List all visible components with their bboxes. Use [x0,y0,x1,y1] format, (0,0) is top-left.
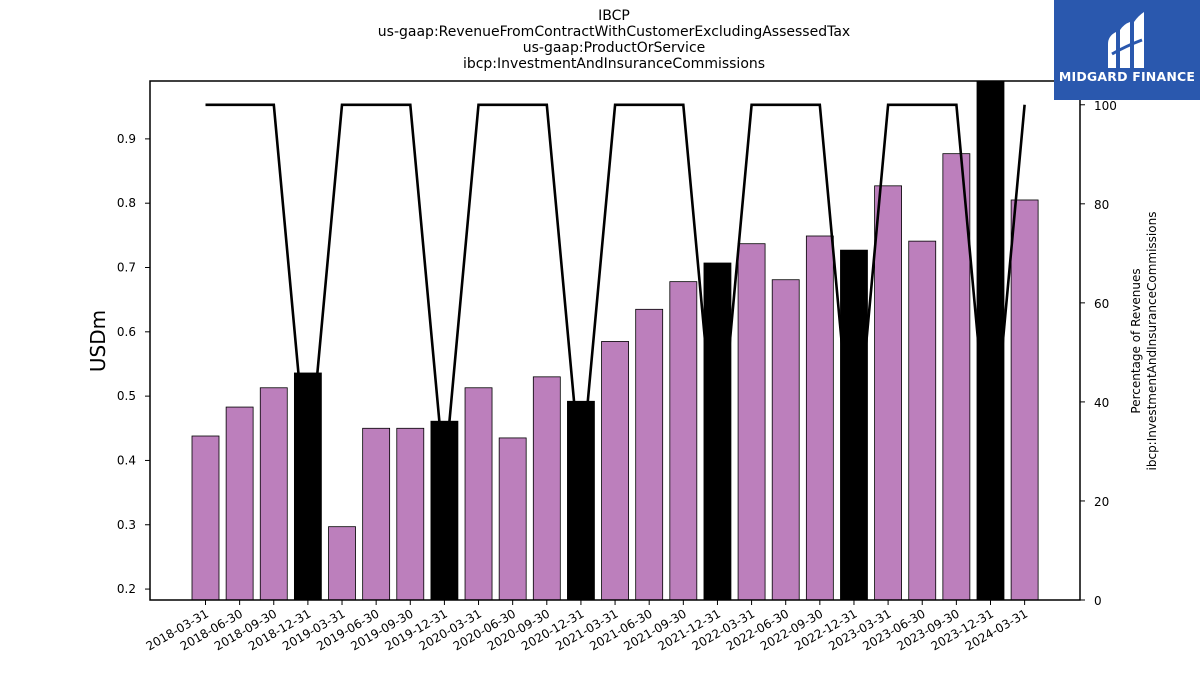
y2-tick-label: 40 [1094,396,1109,410]
bar-2020-12-31 [567,400,595,601]
y-tick-label: 0.2 [117,582,136,596]
percentage-line-series [205,103,1026,477]
bar-2023-03-31 [874,185,902,601]
y2-tick-label: 60 [1094,297,1109,311]
y2-tick-label: 20 [1094,495,1109,509]
right-axis-ticks: 0 20 40 60 80 100 [1080,99,1117,608]
y-tick-label: 0.8 [117,196,136,210]
bar-2021-12-31 [703,262,732,601]
title-line-2: us-gaap:RevenueFromContractWithCustomerE… [378,24,850,40]
bar-2022-06-30 [771,279,800,601]
bar-2021-06-30 [635,308,664,601]
title-line-1: IBCP [598,8,630,24]
bar-2018-03-31 [191,435,220,601]
brand-name: MIDGARD FINANCE [1058,69,1196,84]
bar-2021-09-30 [669,281,698,601]
percentage-line [205,103,1026,477]
y-tick-label: 0.4 [117,453,136,467]
y-tick-label: 0.7 [117,261,136,275]
bar-2018-06-30 [225,406,254,601]
bar-2021-03-31 [601,341,629,601]
y2-tick-label: 100 [1094,99,1117,113]
x-axis-ticks: 2018-03-312018-06-302018-09-302018-12-31… [144,600,1030,653]
chart-title: IBCPus-gaap:RevenueFromContractWithCusto… [378,8,850,72]
bar-2023-09-30 [942,153,971,601]
bar-2022-09-30 [805,235,834,601]
bar-2019-09-30 [396,427,425,601]
brand-logo: MIDGARD FINANCE [1054,0,1200,100]
bar-2022-03-31 [737,243,766,601]
bar-2019-03-31 [328,526,356,601]
y-axis-label: USDm [86,310,110,372]
left-axis-ticks: 0.2 0.3 0.4 0.5 0.6 0.7 0.8 0.9 [117,132,150,596]
bar-2018-09-30 [259,387,288,601]
logo-mark-icon [1108,12,1144,68]
y-tick-label: 0.3 [117,518,136,532]
bar-2020-03-31 [464,387,493,601]
bar-2023-12-31 [976,80,1005,601]
bar-2019-06-30 [362,427,391,601]
y2-tick-label: 0 [1094,594,1102,608]
bar-2020-09-30 [532,376,561,601]
right-axis-label-line: ibcp:InvestmentAndInsuranceCommissions [1145,212,1159,471]
title-line-3: us-gaap:ProductOrService [523,40,706,56]
y2-tick-label: 80 [1094,198,1109,212]
y-tick-label: 0.5 [117,389,136,403]
bar-2023-06-30 [908,240,937,601]
bar-2019-12-31 [430,420,459,601]
bar-2022-12-31 [840,249,868,601]
bar-2018-12-31 [293,372,322,601]
title-line-4: ibcp:InvestmentAndInsuranceCommissions [463,56,765,72]
y-tick-label: 0.9 [117,132,136,146]
bar-2024-03-31 [1010,199,1039,601]
right-axis-label-line: Percentage of Revenues [1129,268,1143,413]
bar-series [191,80,1039,601]
right-axis-label: Percentage of Revenues ibcp:InvestmentAnd… [1129,212,1159,471]
y-tick-label: 0.6 [117,325,136,339]
bar-2020-06-30 [498,437,527,601]
